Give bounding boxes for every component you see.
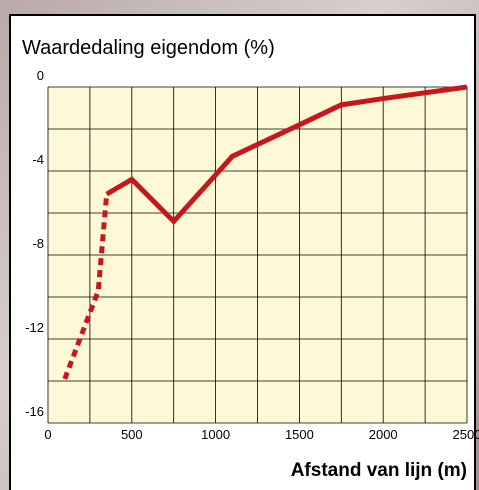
x-tick-label: 1500 <box>285 427 314 442</box>
chart: Waardedaling eigendom (%) Afstand van li… <box>0 0 479 490</box>
y-tick-label: -4 <box>32 152 44 167</box>
y-tick-label: 0 <box>37 68 44 83</box>
x-tick-label: 2000 <box>369 427 398 442</box>
screen: Waardedaling eigendom (%) Afstand van li… <box>0 0 479 490</box>
y-tick-label: -8 <box>32 236 44 251</box>
chart-title: Waardedaling eigendom (%) <box>22 37 275 59</box>
y-tick-label: -16 <box>25 404 44 419</box>
x-tick-label: 0 <box>44 427 51 442</box>
x-axis-label: Afstand van lijn (m) <box>291 460 467 481</box>
x-tick-label: 2500 <box>453 427 479 442</box>
x-tick-label: 500 <box>121 427 143 442</box>
x-tick-label: 1000 <box>201 427 230 442</box>
y-tick-label: -12 <box>25 320 44 335</box>
